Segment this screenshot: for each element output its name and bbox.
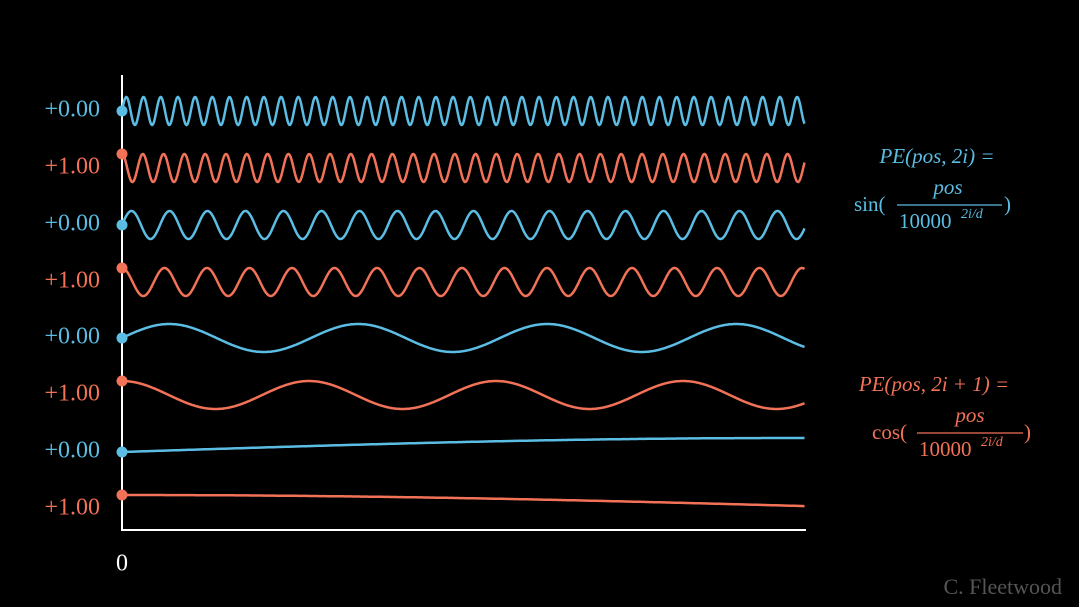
row-label: +1.00 (44, 154, 100, 180)
credit: C. Fleetwood (943, 574, 1062, 599)
formula-exponent: 2i/d (961, 207, 984, 222)
formula-denominator: 10000 (899, 209, 952, 233)
start-dot (116, 375, 128, 387)
formula-cos: PE(pos, 2i + 1) = cos( pos 10000 2i/d ) (858, 372, 1031, 461)
formula-func: sin( (854, 192, 886, 216)
formula-denominator: 10000 (919, 437, 972, 461)
formula-close: ) (1004, 192, 1011, 216)
row-label: +1.00 (44, 495, 100, 521)
wave (121, 322, 805, 354)
wave (120, 95, 806, 127)
start-dot (116, 489, 128, 501)
formula-sin: PE(pos, 2i) = sin( pos 10000 2i/d ) (854, 144, 1011, 233)
start-dot (116, 332, 128, 344)
start-dot (116, 262, 128, 274)
row-label: +0.00 (44, 211, 100, 237)
row-label: +1.00 (44, 268, 100, 294)
wave (121, 152, 806, 184)
start-dot (116, 148, 128, 160)
formula-numerator: pos (953, 403, 984, 427)
start-dot (116, 446, 128, 458)
start-dot (116, 219, 128, 231)
row-label: +0.00 (44, 97, 100, 123)
wave (122, 379, 805, 411)
wave (121, 266, 806, 298)
formula-close: ) (1024, 420, 1031, 444)
formula-numerator: pos (931, 175, 962, 199)
formula-lhs: PE(pos, 2i + 1) = (858, 372, 1009, 396)
row-label: +0.00 (44, 438, 100, 464)
row-label: +0.00 (44, 324, 100, 350)
formula-lhs: PE(pos, 2i) = (878, 144, 994, 168)
wave (120, 209, 806, 241)
x-axis-label: 0 (116, 551, 128, 577)
wave (122, 493, 805, 508)
formula-exponent: 2i/d (981, 435, 1004, 450)
wave (122, 436, 805, 454)
row-label: +1.00 (44, 381, 100, 407)
formula-func: cos( (872, 420, 907, 444)
start-dot (116, 105, 128, 117)
